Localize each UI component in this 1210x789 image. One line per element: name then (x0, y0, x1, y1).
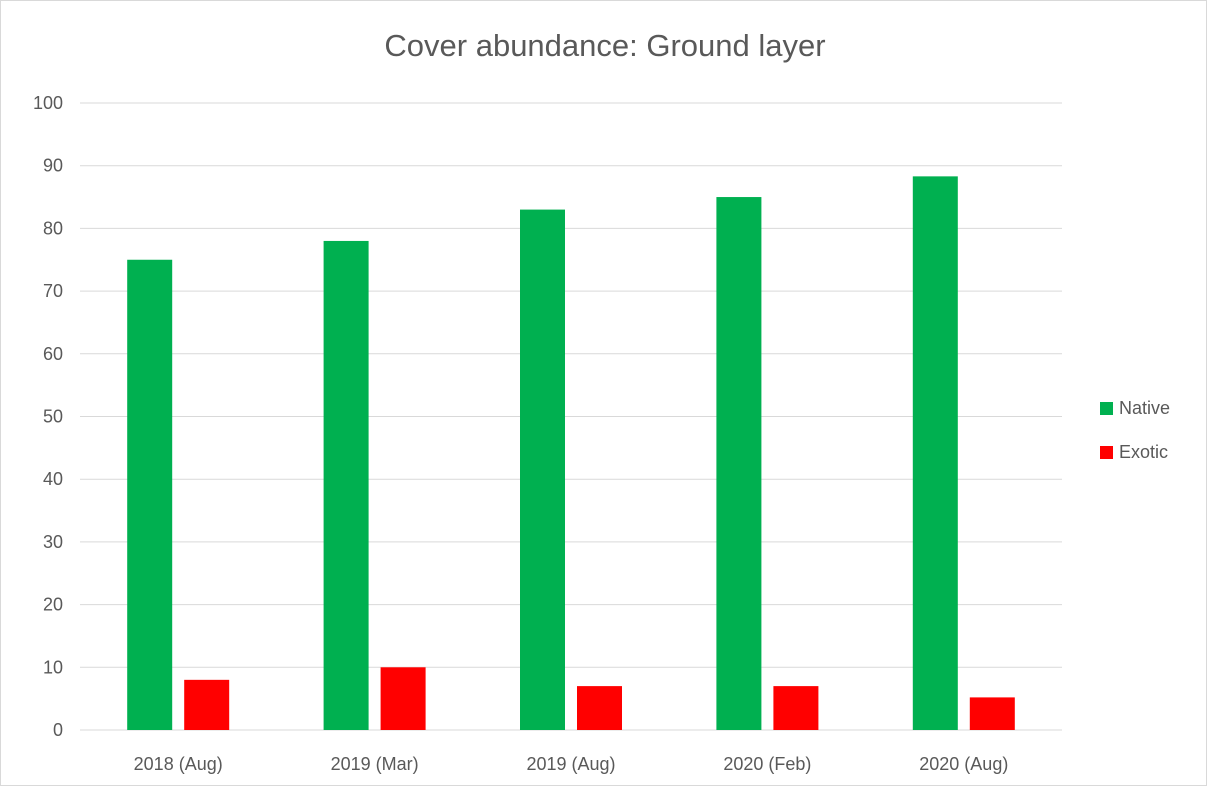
chart-title: Cover abundance: Ground layer (384, 28, 826, 63)
x-tick-label: 2020 (Aug) (919, 754, 1008, 774)
legend-swatch-exotic (1100, 445, 1113, 459)
legend-item-exotic: Exotic (1100, 440, 1170, 464)
legend-swatch-native (1100, 401, 1113, 415)
bar-native (323, 240, 369, 730)
bar-exotic (969, 697, 1015, 730)
bar-native (520, 209, 565, 731)
bars (127, 176, 1015, 731)
bar-native (127, 259, 173, 730)
y-tick-label: 80 (43, 218, 63, 238)
x-axis-ticks: 2018 (Aug) 2019 (Mar) 2019 (Aug) 2020 (Feb)… (134, 754, 1009, 774)
y-tick-label: 70 (43, 281, 63, 301)
bar-exotic (577, 686, 622, 730)
bar-exotic (773, 686, 819, 730)
y-tick-label: 90 (43, 156, 63, 176)
y-tick-label: 20 (43, 595, 63, 615)
y-tick-label: 30 (43, 532, 63, 552)
x-tick-label: 2018 (Aug) (134, 754, 223, 774)
bar-exotic (380, 667, 426, 730)
x-tick-label: 2019 (Mar) (331, 754, 419, 774)
y-tick-label: 60 (43, 344, 63, 364)
legend-label-exotic: Exotic (1119, 441, 1169, 462)
bar-exotic (184, 679, 230, 730)
legend: Native Exotic (1100, 396, 1170, 484)
legend-item-native: Native (1100, 396, 1170, 420)
gridlines (80, 102, 1062, 731)
y-tick-label: 100 (33, 93, 63, 113)
y-axis-ticks: 0 10 20 30 40 50 60 70 80 90 100 (33, 93, 63, 740)
legend-label-native: Native (1119, 397, 1171, 418)
bar-native (912, 176, 958, 730)
y-tick-label: 0 (53, 720, 63, 740)
y-tick-label: 10 (43, 657, 63, 677)
x-tick-label: 2020 (Feb) (723, 754, 811, 774)
y-tick-label: 50 (43, 407, 63, 427)
y-tick-label: 40 (43, 469, 63, 489)
bar-native (716, 197, 762, 731)
x-tick-label: 2019 (Aug) (526, 754, 615, 774)
